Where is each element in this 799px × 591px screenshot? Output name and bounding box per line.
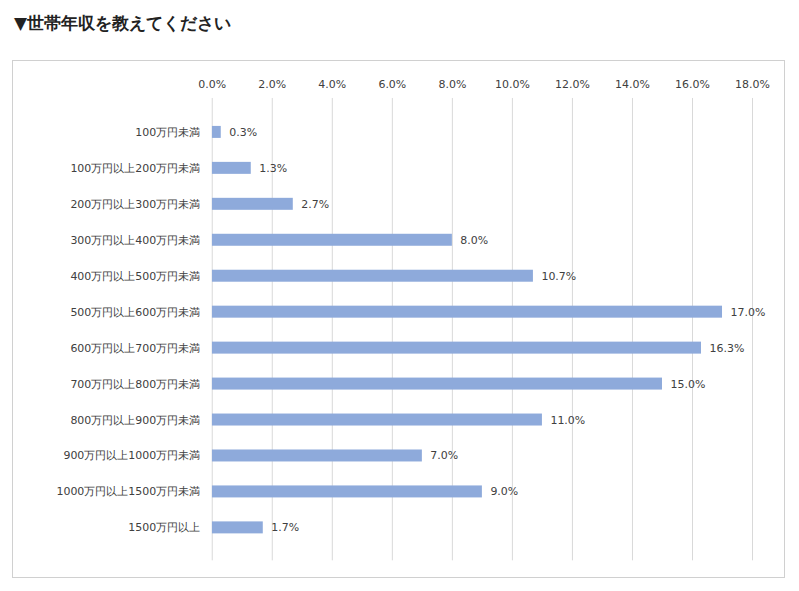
svg-text:100万円未満: 100万円未満: [135, 126, 200, 139]
svg-text:14.0%: 14.0%: [615, 78, 650, 91]
svg-text:16.3%: 16.3%: [709, 342, 744, 355]
svg-text:8.0%: 8.0%: [438, 78, 466, 91]
svg-text:10.0%: 10.0%: [495, 78, 530, 91]
svg-text:18.0%: 18.0%: [735, 78, 770, 91]
svg-text:0.0%: 0.0%: [198, 78, 226, 91]
svg-text:0.3%: 0.3%: [229, 126, 257, 139]
svg-text:300万円以上400万円未満: 300万円以上400万円未満: [70, 234, 200, 247]
svg-text:600万円以上700万円未満: 600万円以上700万円未満: [70, 342, 200, 355]
svg-text:6.0%: 6.0%: [378, 78, 406, 91]
svg-text:15.0%: 15.0%: [670, 378, 705, 391]
svg-text:7.0%: 7.0%: [430, 449, 458, 462]
svg-text:800万円以上900万円未満: 800万円以上900万円未満: [70, 414, 200, 427]
svg-text:9.0%: 9.0%: [490, 485, 518, 498]
svg-text:17.0%: 17.0%: [731, 306, 766, 319]
svg-text:1.3%: 1.3%: [259, 162, 287, 175]
svg-text:8.0%: 8.0%: [460, 234, 488, 247]
svg-text:10.7%: 10.7%: [541, 270, 576, 283]
svg-text:2.0%: 2.0%: [258, 78, 286, 91]
svg-text:400万円以上500万円未満: 400万円以上500万円未満: [70, 270, 200, 283]
svg-text:11.0%: 11.0%: [550, 414, 585, 427]
svg-text:4.0%: 4.0%: [318, 78, 346, 91]
svg-text:500万円以上600万円未満: 500万円以上600万円未満: [70, 306, 200, 319]
svg-text:16.0%: 16.0%: [675, 78, 710, 91]
svg-text:200万円以上300万円未満: 200万円以上300万円未満: [70, 198, 200, 211]
html-text:▼世帯年収を教えてください: ▼世帯年収を教えてください: [14, 13, 232, 33]
svg-text:1.7%: 1.7%: [271, 521, 299, 534]
svg-text:1000万円以上1500万円未満: 1000万円以上1500万円未満: [56, 485, 200, 498]
svg-text:1500万円以上: 1500万円以上: [128, 521, 200, 534]
svg-text:900万円以上1000万円未満: 900万円以上1000万円未満: [63, 449, 200, 462]
svg-text:12.0%: 12.0%: [555, 78, 590, 91]
svg-text:100万円以上200万円未満: 100万円以上200万円未満: [70, 162, 200, 175]
svg-text:2.7%: 2.7%: [301, 198, 329, 211]
svg-text:700万円以上800万円未満: 700万円以上800万円未満: [70, 378, 200, 391]
